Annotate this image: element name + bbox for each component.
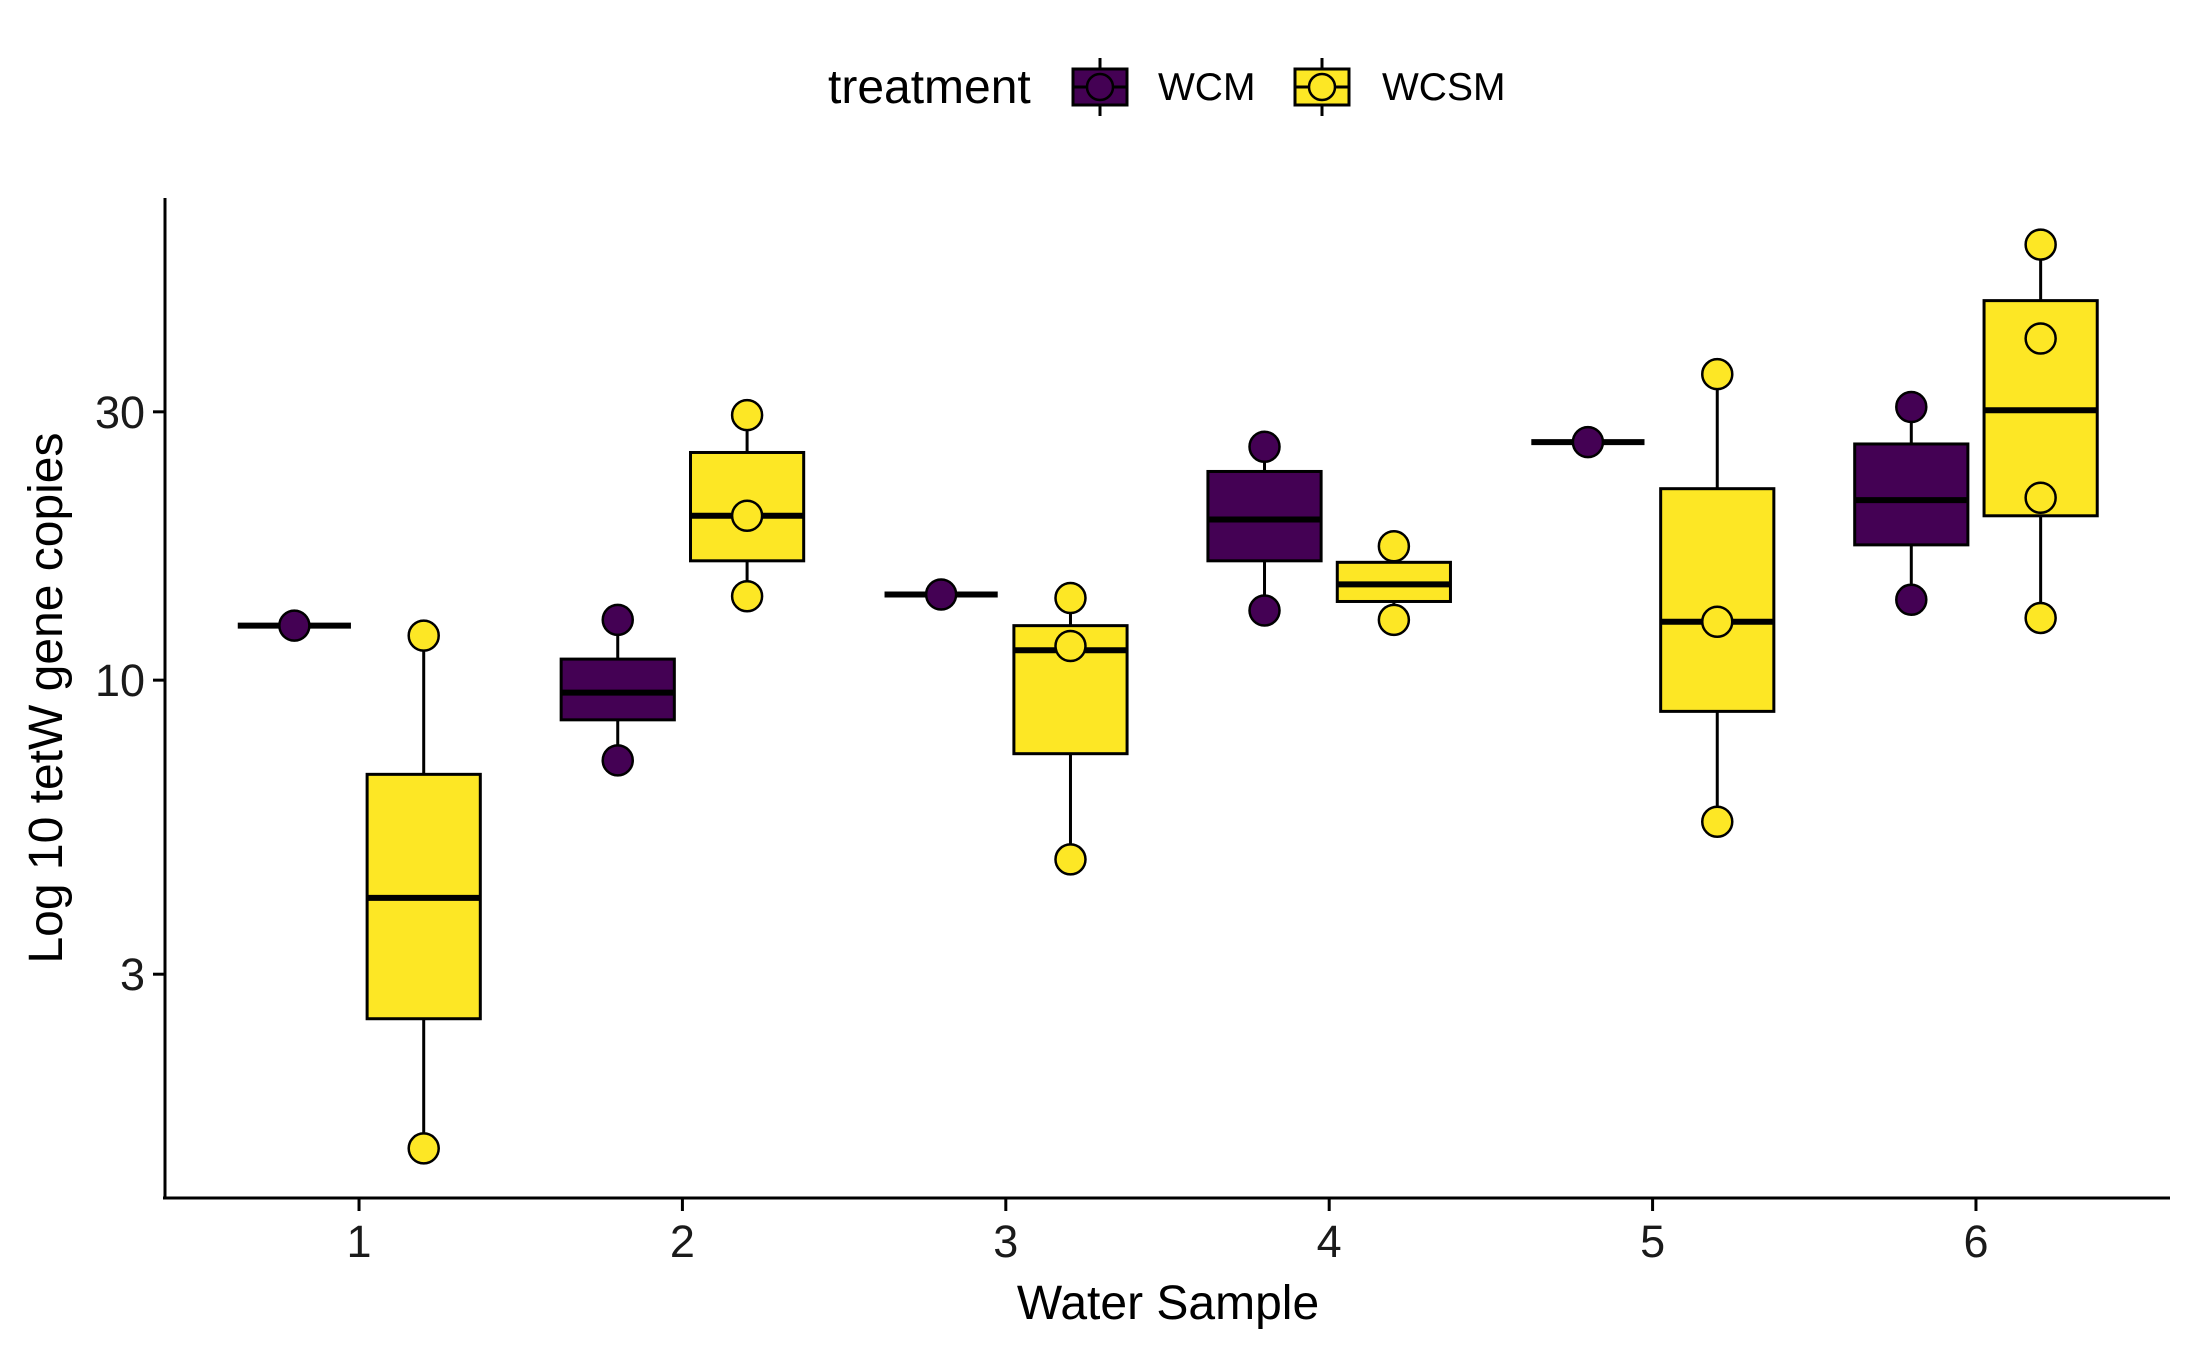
x-tick-label: 4 (1317, 1216, 1342, 1267)
data-point (2024, 601, 2057, 635)
x-axis-ticks: 1 2 3 4 5 6 (347, 1198, 1988, 1267)
box-wcsm-2 (689, 398, 806, 613)
y-axis-ticks: 3 10 30 (95, 387, 165, 1000)
legend-label-wcm: WCM (1158, 66, 1255, 109)
data-point (407, 1132, 440, 1165)
plot-area (237, 228, 2099, 1165)
box-wcsm-5 (1659, 357, 1776, 839)
data-point (1701, 605, 1734, 639)
legend-key-wcm (1071, 58, 1129, 116)
box-body (1206, 469, 1323, 563)
data-point (407, 619, 440, 652)
data-point (1054, 629, 1087, 663)
legend-label-wcsm: WCSM (1382, 66, 1505, 109)
data-point (601, 744, 634, 777)
box-body (1659, 487, 1776, 713)
data-point (2024, 481, 2057, 515)
box-wcm-1 (237, 609, 351, 642)
data-point (1377, 530, 1411, 563)
box-wcsm-3 (1012, 581, 1129, 876)
legend-point-wcsm (1307, 72, 1337, 102)
data-point (1377, 603, 1411, 637)
axes (163, 198, 2170, 1200)
data-point (730, 579, 764, 613)
x-tick-label: 5 (1640, 1216, 1665, 1267)
data-point (1701, 357, 1734, 391)
data-point (730, 398, 764, 432)
legend: treatment WCM WCSM (828, 58, 1505, 116)
box-wcm-5 (1531, 425, 1645, 459)
legend-key-wcsm (1293, 58, 1351, 116)
x-tick-label: 2 (670, 1216, 695, 1267)
box-body (1853, 442, 1970, 547)
y-tick-label: 3 (120, 949, 145, 1000)
box-wcsm-1 (365, 619, 482, 1165)
x-tick-label: 1 (347, 1216, 372, 1267)
data-point (924, 578, 958, 611)
box-body (559, 657, 676, 722)
data-point (1701, 805, 1734, 839)
data-point (1895, 583, 1928, 616)
data-point (278, 609, 311, 642)
box-wcm-3 (884, 578, 998, 611)
data-point (1571, 425, 1605, 459)
x-tick-label: 6 (1963, 1216, 1988, 1267)
data-point (1054, 843, 1087, 876)
box-wcm-4 (1206, 430, 1323, 627)
data-point (1054, 581, 1087, 615)
data-point (730, 499, 764, 533)
box-wcsm-4 (1335, 530, 1452, 637)
data-point (601, 603, 634, 637)
data-point (1248, 430, 1281, 464)
legend-point-wcm (1085, 72, 1115, 102)
y-tick-label: 10 (95, 655, 145, 706)
x-tick-label: 3 (993, 1216, 1018, 1267)
legend-title: treatment (828, 61, 1031, 114)
y-axis-title: Log 10 tetW gene copies (20, 432, 73, 963)
data-point (1248, 594, 1281, 627)
y-tick-label: 30 (95, 387, 145, 438)
box-body (1012, 624, 1129, 756)
box-wcm-2 (559, 603, 676, 777)
data-point (2024, 228, 2057, 261)
data-point (1895, 390, 1928, 424)
x-axis-title: Water Sample (1017, 1277, 1319, 1330)
box-wcm-6 (1853, 390, 1970, 616)
box-wcsm-6 (1982, 228, 2099, 635)
data-point (2024, 322, 2057, 355)
